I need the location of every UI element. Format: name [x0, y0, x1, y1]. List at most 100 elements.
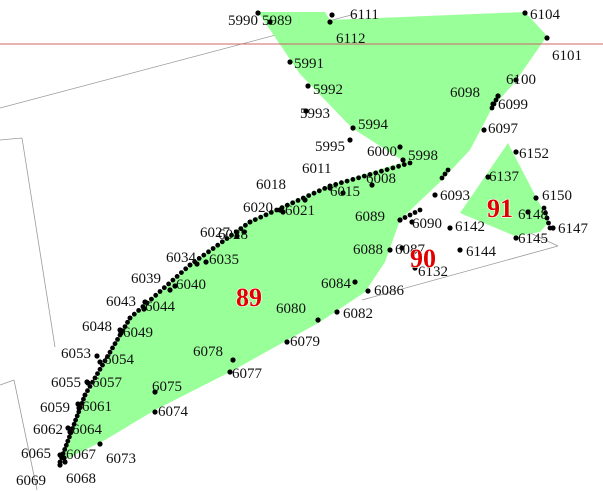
- boundary-vertex-a: [57, 459, 63, 465]
- vertex-6008[interactable]: [369, 182, 375, 188]
- boundary-vertex-a: [77, 405, 83, 410]
- boundary-vertex-e: [295, 198, 301, 203]
- vertex-6111[interactable]: [329, 12, 335, 18]
- vertex-6086[interactable]: [365, 288, 371, 294]
- vertex-6062[interactable]: [65, 425, 71, 431]
- point-label-6142: 6142: [455, 219, 485, 235]
- vertex-6137[interactable]: [485, 174, 491, 180]
- point-label-6043: 6043: [106, 294, 136, 310]
- point-label-6104: 6104: [530, 7, 561, 23]
- boundary-vertex-b: [95, 371, 100, 376]
- vertex-6104[interactable]: [522, 10, 528, 16]
- point-label-6086: 6086: [374, 283, 405, 299]
- vertex-6132[interactable]: [412, 265, 418, 271]
- vertex-5992[interactable]: [305, 83, 311, 89]
- vertex-dots: [57, 10, 556, 468]
- point-label-6100: 6100: [506, 72, 536, 88]
- parcel-label-91[interactable]: 91: [486, 193, 513, 223]
- vertex-6068[interactable]: [62, 459, 68, 465]
- point-label-6034: 6034: [166, 250, 197, 266]
- boundary-vertex-b: [125, 319, 130, 325]
- boundary-vertex-j: [544, 215, 550, 221]
- vertex-6144[interactable]: [457, 247, 463, 253]
- point-label-6090: 6090: [412, 216, 442, 232]
- point-label-6098: 6098: [450, 85, 480, 101]
- boundary-line: [13, 379, 38, 491]
- boundary-vertex-e: [263, 212, 269, 218]
- vertex-6079[interactable]: [284, 339, 290, 345]
- vertex-6035[interactable]: [203, 259, 209, 265]
- boundary-vertex-c: [144, 300, 150, 306]
- vertex-6073[interactable]: [97, 441, 103, 447]
- vertex-6142[interactable]: [447, 225, 453, 231]
- vertex-6088[interactable]: [387, 247, 393, 253]
- vertex-5993[interactable]: [303, 108, 309, 114]
- boundary-vertex-d: [243, 222, 248, 228]
- boundary-vertex-c: [127, 315, 133, 321]
- vertex-6087[interactable]: [399, 245, 405, 251]
- vertex-5989[interactable]: [267, 19, 273, 25]
- point-label-6040: 6040: [176, 277, 206, 293]
- boundary-vertex-c: [166, 281, 172, 287]
- vertex-6040[interactable]: [172, 283, 178, 289]
- boundary-vertex-e: [322, 186, 328, 191]
- vertex-6090[interactable]: [409, 219, 415, 225]
- boundary-vertex-c: [140, 304, 146, 309]
- vertex-6150[interactable]: [533, 195, 539, 201]
- parcel-label-89[interactable]: 89: [235, 282, 262, 312]
- point-label-5994: 5994: [358, 117, 389, 133]
- point-label-6054: 6054: [104, 352, 135, 368]
- boundary-vertex-d: [229, 232, 234, 238]
- vertex-6074[interactable]: [152, 409, 158, 415]
- parcel-label-90[interactable]: 90: [409, 243, 436, 273]
- vertex-6112[interactable]: [327, 19, 333, 25]
- vertex-6084[interactable]: [352, 279, 358, 285]
- vertex-6077[interactable]: [227, 369, 233, 375]
- vertex-6027[interactable]: [234, 233, 240, 239]
- vertex-6101[interactable]: [544, 35, 550, 41]
- parcel-fill-1: [60, 160, 448, 462]
- vertex-6021[interactable]: [280, 209, 286, 215]
- vertex-5991[interactable]: [287, 59, 293, 65]
- vertex-6075[interactable]: [152, 389, 158, 395]
- point-label-6099: 6099: [498, 97, 528, 113]
- boundary-vertex-a: [74, 413, 80, 419]
- point-label-6132: 6132: [418, 264, 448, 280]
- boundary-vertex-f: [339, 180, 344, 186]
- vertex-6080[interactable]: [315, 317, 321, 323]
- vertex-6000[interactable]: [397, 144, 403, 150]
- point-label-5998: 5998: [408, 148, 438, 164]
- vertex-6097[interactable]: [481, 127, 487, 133]
- vertex-6082[interactable]: [334, 309, 340, 315]
- point-label-6097: 6097: [488, 121, 519, 137]
- boundary-vertex-e: [252, 217, 258, 223]
- boundary-vertex-h: [412, 210, 418, 215]
- vertex-6039[interactable]: [167, 287, 173, 293]
- vertex-5994[interactable]: [350, 125, 356, 131]
- boundary-vertex-e: [258, 214, 264, 220]
- point-label-6053: 6053: [61, 346, 91, 362]
- vertex-6093[interactable]: [432, 192, 438, 198]
- vertex-6148[interactable]: [525, 209, 531, 215]
- boundary-vertex-h: [417, 207, 423, 213]
- vertex-6145[interactable]: [513, 235, 519, 241]
- point-label-6048: 6048: [82, 319, 112, 335]
- point-label-6064: 6064: [72, 422, 103, 438]
- vertex-5990[interactable]: [255, 10, 261, 16]
- point-label-6055: 6055: [51, 375, 81, 391]
- vertex-6059[interactable]: [75, 401, 81, 407]
- boundary-vertex-j: [547, 225, 553, 231]
- point-label-6039: 6039: [131, 271, 161, 287]
- vertex-6078[interactable]: [230, 357, 236, 363]
- vertex-6152[interactable]: [513, 149, 519, 155]
- vertex-6015[interactable]: [340, 190, 346, 196]
- vertex-6053[interactable]: [94, 353, 100, 359]
- point-label-6150: 6150: [542, 188, 572, 204]
- vertex-6100[interactable]: [513, 77, 519, 83]
- point-label-6080: 6080: [276, 301, 306, 317]
- vertex-5995[interactable]: [347, 137, 353, 143]
- vertex-6028[interactable]: [241, 229, 247, 235]
- point-label-6049: 6049: [123, 325, 153, 341]
- vertex-5998[interactable]: [400, 157, 406, 163]
- boundary-vertex-f: [327, 183, 333, 189]
